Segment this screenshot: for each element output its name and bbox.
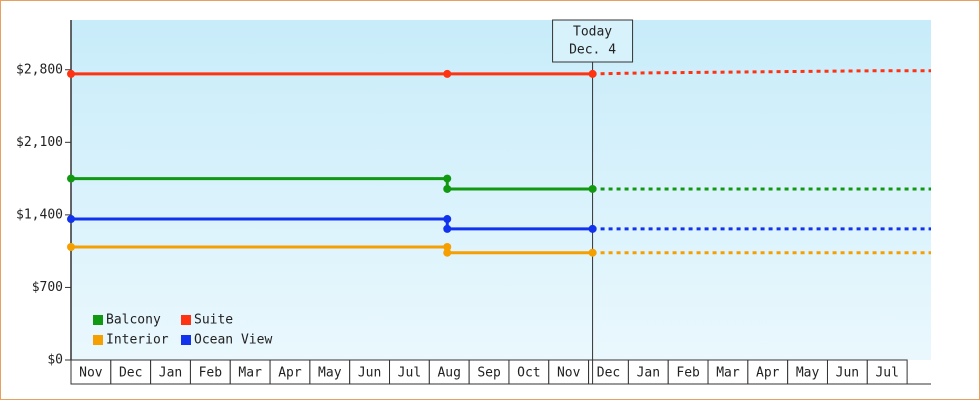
- x-tick-label: Feb: [199, 366, 223, 381]
- legend-label: Ocean View: [194, 333, 272, 348]
- month-cell: [349, 359, 391, 385]
- today-label: Today: [573, 25, 612, 40]
- x-tick-label: Aug: [437, 366, 460, 381]
- y-tick-label: $1,400: [16, 207, 63, 222]
- legend-label: Suite: [194, 313, 233, 328]
- x-tick-label: Jan: [637, 366, 660, 381]
- point: [443, 248, 452, 257]
- point: [67, 243, 75, 252]
- month-cell: [269, 359, 311, 385]
- point: [443, 215, 452, 224]
- today-label: Dec. 4: [569, 43, 616, 58]
- legend-swatch: [93, 315, 103, 325]
- legend-label: Interior: [106, 333, 169, 348]
- y-tick-label: $2,100: [16, 135, 63, 150]
- x-tick-label: Jul: [398, 366, 421, 381]
- x-tick-label: Sep: [477, 366, 501, 381]
- point: [443, 174, 452, 183]
- x-tick-label: Feb: [676, 366, 700, 381]
- legend-swatch: [93, 335, 103, 345]
- month-cell: [588, 359, 629, 385]
- month-cell: [627, 359, 669, 385]
- x-tick-label: Jun: [836, 366, 859, 381]
- y-tick-label: $0: [47, 353, 63, 368]
- point: [588, 224, 597, 233]
- x-tick-label: Nov: [79, 366, 103, 381]
- x-tick-label: Jul: [875, 366, 898, 381]
- point: [588, 248, 597, 257]
- x-tick-label: Mar: [238, 366, 262, 381]
- point: [67, 174, 75, 183]
- legend-label: Balcony: [106, 313, 161, 328]
- point: [588, 184, 597, 193]
- x-tick-label: May: [796, 366, 820, 381]
- point: [443, 243, 452, 252]
- month-cell: [428, 359, 470, 385]
- month-cell: [707, 359, 749, 385]
- point: [443, 184, 452, 193]
- month-cell: [826, 359, 868, 385]
- point: [67, 215, 75, 224]
- legend-swatch: [181, 335, 191, 345]
- y-tick-label: $700: [32, 280, 63, 295]
- today-box: [552, 19, 634, 63]
- x-tick-label: Oct: [517, 366, 540, 381]
- month-cell: [866, 359, 908, 385]
- point: [588, 69, 597, 78]
- price-line: [71, 217, 593, 231]
- month-cell: [508, 359, 550, 385]
- x-tick-label: Dec: [119, 366, 142, 381]
- forecast-line: [592, 69, 931, 76]
- x-tick-label: Mar: [716, 366, 740, 381]
- x-tick-label: Apr: [278, 366, 302, 381]
- x-tick-label: May: [318, 366, 342, 381]
- legend-swatch: [181, 315, 191, 325]
- month-cell: [667, 359, 709, 385]
- price-line: [71, 177, 593, 191]
- point: [443, 69, 452, 78]
- x-tick-label: Apr: [756, 366, 780, 381]
- x-tick-label: Jun: [358, 366, 381, 381]
- point: [443, 224, 452, 233]
- point: [67, 69, 75, 78]
- x-tick-label: Nov: [557, 366, 581, 381]
- x-tick-label: Dec: [597, 366, 620, 381]
- x-tick-label: Jan: [159, 366, 182, 381]
- y-tick-label: $2,800: [16, 62, 63, 77]
